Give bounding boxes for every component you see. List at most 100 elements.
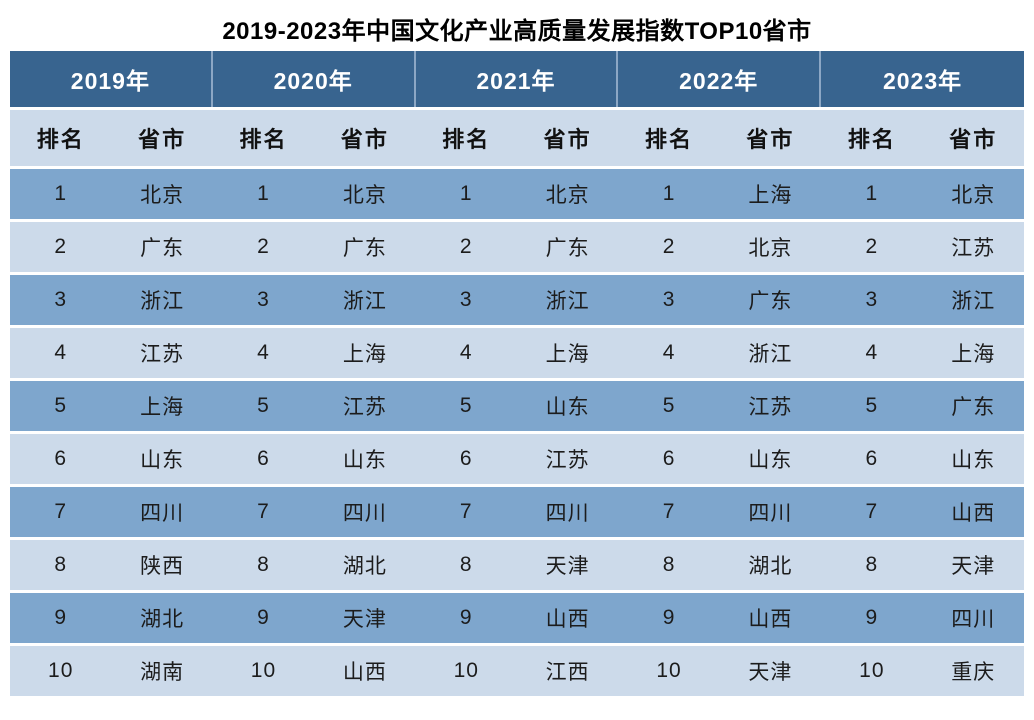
province-cell: 天津: [314, 593, 416, 643]
rank-cell: 2: [212, 222, 315, 272]
table-row: 9 湖北 9 天津 9 山西 9 山西 9 四川: [10, 593, 1024, 643]
rank-cell: 9: [10, 593, 112, 643]
province-cell: 山东: [314, 434, 416, 484]
rank-cell: 2: [10, 222, 112, 272]
province-cell: 上海: [516, 328, 619, 378]
province-cell: 四川: [516, 487, 619, 537]
province-cell: 江苏: [516, 434, 619, 484]
rank-cell: 3: [821, 275, 923, 325]
table-row: 3 浙江 3 浙江 3 浙江 3 广东 3 浙江: [10, 275, 1024, 325]
province-cell: 北京: [922, 169, 1024, 219]
province-cell: 天津: [516, 540, 619, 590]
province-cell: 山东: [516, 381, 619, 431]
province-cell: 山东: [719, 434, 822, 484]
province-cell: 广东: [719, 275, 822, 325]
rank-cell: 9: [618, 593, 720, 643]
rank-cell: 4: [212, 328, 315, 378]
rank-cell: 5: [618, 381, 720, 431]
table-row: 8 陕西 8 湖北 8 天津 8 湖北 8 天津: [10, 540, 1024, 590]
province-cell: 江苏: [111, 328, 213, 378]
province-cell: 北京: [719, 222, 822, 272]
year-header: 2023年: [821, 51, 1024, 107]
rank-cell: 10: [415, 646, 517, 696]
table-row: 6 山东 6 山东 6 江苏 6 山东 6 山东: [10, 434, 1024, 484]
province-cell: 四川: [719, 487, 822, 537]
province-cell: 湖南: [111, 646, 213, 696]
province-cell: 山西: [719, 593, 822, 643]
rank-cell: 4: [821, 328, 923, 378]
rank-header: 排名: [415, 110, 517, 166]
province-cell: 广东: [922, 381, 1024, 431]
rank-cell: 6: [618, 434, 720, 484]
province-header: 省市: [111, 110, 213, 166]
table-row: 7 四川 7 四川 7 四川 7 四川 7 山西: [10, 487, 1024, 537]
rank-cell: 4: [415, 328, 517, 378]
province-cell: 江西: [516, 646, 619, 696]
rank-cell: 1: [10, 169, 112, 219]
table-head: 2019年 2020年 2021年 2022年 2023年 排名 省市 排名 省市 排名 省市 排名…: [10, 51, 1024, 166]
province-cell: 北京: [111, 169, 213, 219]
rank-cell: 1: [212, 169, 315, 219]
province-cell: 浙江: [922, 275, 1024, 325]
rank-cell: 3: [618, 275, 720, 325]
province-cell: 天津: [922, 540, 1024, 590]
province-cell: 陕西: [111, 540, 213, 590]
province-cell: 上海: [111, 381, 213, 431]
province-cell: 山西: [314, 646, 416, 696]
table-row: 1 北京 1 北京 1 北京 1 上海 1 北京: [10, 169, 1024, 219]
province-cell: 四川: [111, 487, 213, 537]
table-row: 5 上海 5 江苏 5 山东 5 江苏 5 广东: [10, 381, 1024, 431]
rank-cell: 5: [10, 381, 112, 431]
province-cell: 浙江: [111, 275, 213, 325]
year-header: 2022年: [618, 51, 822, 107]
table-row: 10 湖南 10 山西 10 江西 10 天津 10 重庆: [10, 646, 1024, 696]
province-cell: 四川: [314, 487, 416, 537]
province-cell: 北京: [314, 169, 416, 219]
rank-cell: 4: [618, 328, 720, 378]
province-cell: 上海: [922, 328, 1024, 378]
rank-cell: 6: [415, 434, 517, 484]
rank-cell: 2: [821, 222, 923, 272]
rank-cell: 3: [10, 275, 112, 325]
rank-cell: 8: [415, 540, 517, 590]
rank-cell: 1: [415, 169, 517, 219]
rank-cell: 8: [10, 540, 112, 590]
province-cell: 江苏: [314, 381, 416, 431]
province-cell: 浙江: [516, 275, 619, 325]
year-header: 2021年: [415, 51, 619, 107]
rank-cell: 1: [821, 169, 923, 219]
province-header: 省市: [719, 110, 822, 166]
rank-cell: 6: [10, 434, 112, 484]
rank-cell: 7: [415, 487, 517, 537]
rank-cell: 10: [618, 646, 720, 696]
rank-cell: 9: [415, 593, 517, 643]
rank-cell: 6: [821, 434, 923, 484]
province-cell: 四川: [922, 593, 1024, 643]
province-cell: 山东: [111, 434, 213, 484]
province-cell: 湖北: [314, 540, 416, 590]
rank-cell: 8: [821, 540, 923, 590]
rank-cell: 7: [618, 487, 720, 537]
rank-cell: 5: [415, 381, 517, 431]
rank-cell: 5: [821, 381, 923, 431]
rank-cell: 2: [618, 222, 720, 272]
year-header-row: 2019年 2020年 2021年 2022年 2023年: [10, 51, 1024, 107]
province-cell: 上海: [314, 328, 416, 378]
province-header: 省市: [314, 110, 416, 166]
province-cell: 广东: [111, 222, 213, 272]
rank-cell: 3: [415, 275, 517, 325]
table-row: 2 广东 2 广东 2 广东 2 北京 2 江苏: [10, 222, 1024, 272]
rank-cell: 4: [10, 328, 112, 378]
province-cell: 重庆: [922, 646, 1024, 696]
sub-header-row: 排名 省市 排名 省市 排名 省市 排名 省市 排名 省市: [10, 110, 1024, 166]
year-header: 2019年: [10, 51, 213, 107]
rank-cell: 3: [212, 275, 315, 325]
rank-header: 排名: [821, 110, 923, 166]
rank-header: 排名: [618, 110, 720, 166]
year-header: 2020年: [212, 51, 416, 107]
table-body: 1 北京 1 北京 1 北京 1 上海 1 北京 2 广东 2 广东 2 广东 2 北京 2 江苏 3 浙江 3 浙江 3 浙江 3…: [10, 169, 1024, 696]
province-cell: 广东: [314, 222, 416, 272]
province-cell: 江苏: [922, 222, 1024, 272]
rank-cell: 10: [10, 646, 112, 696]
